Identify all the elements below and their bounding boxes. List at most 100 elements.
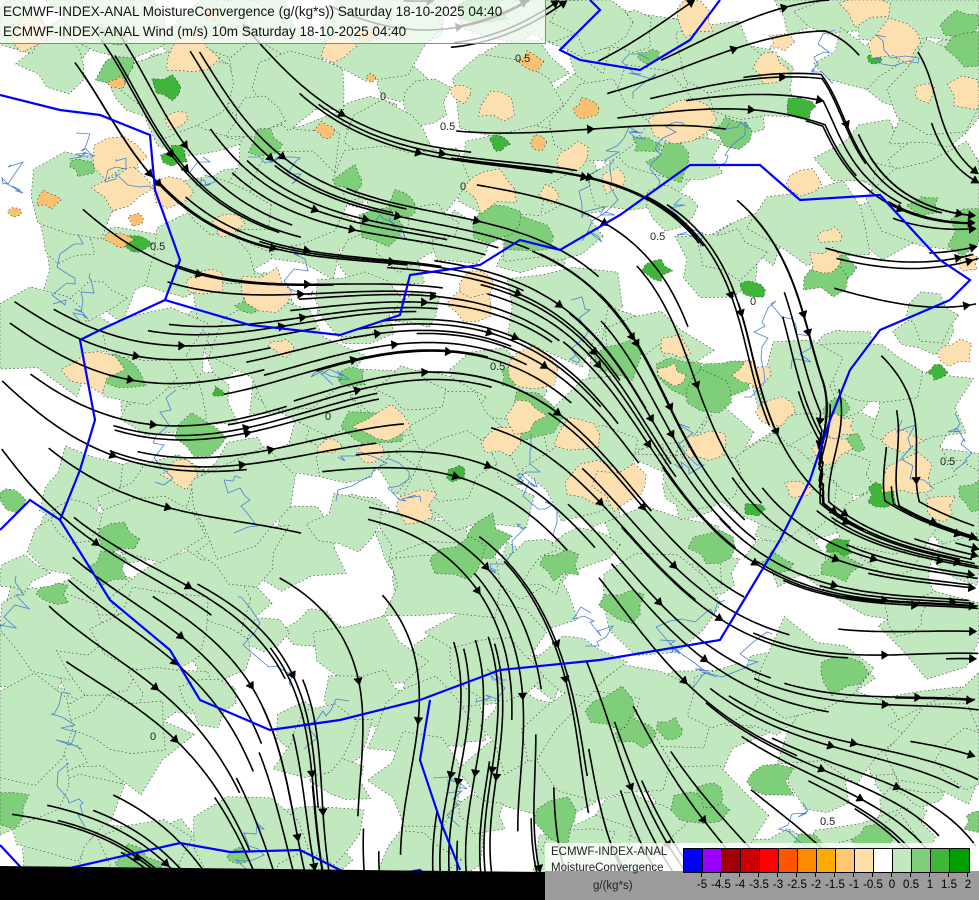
legend-tick-label: -4 xyxy=(734,879,746,891)
river xyxy=(0,575,31,629)
wind-arrowhead xyxy=(637,502,647,511)
negative-convergence-area xyxy=(6,207,23,218)
positive-convergence-area xyxy=(958,479,979,513)
wind-arrowhead xyxy=(303,279,312,289)
negative-convergence-area xyxy=(601,167,626,195)
contour-label: 0.5 xyxy=(490,361,505,373)
streamline xyxy=(660,0,830,62)
title-moisture-convergence: ECMWF-INDEX-ANAL MoistureConvergence (g/… xyxy=(3,4,503,19)
wind-arrowhead xyxy=(778,72,788,82)
positive-convergence-area xyxy=(656,716,683,741)
streamline xyxy=(868,572,976,590)
negative-convergence-area xyxy=(506,399,548,436)
country-border xyxy=(58,298,951,732)
streamline xyxy=(784,682,976,701)
positive-convergence-area xyxy=(69,158,96,177)
wind-arrowhead xyxy=(539,360,549,369)
wind-arrowhead xyxy=(337,108,347,117)
river xyxy=(1,161,25,194)
legend-swatch xyxy=(950,849,969,872)
river xyxy=(68,132,96,160)
legend-tick-label: 0.5 xyxy=(903,879,919,891)
streamline xyxy=(489,643,504,894)
streamline xyxy=(819,584,975,605)
positive-convergence-area xyxy=(429,535,486,581)
streamline xyxy=(845,543,975,576)
wind-arrowhead xyxy=(815,417,825,426)
positive-convergence-area xyxy=(402,78,452,127)
wind-arrowhead xyxy=(668,560,678,570)
negative-convergence-area xyxy=(838,0,891,28)
river xyxy=(72,272,95,324)
positive-convergence-area xyxy=(305,492,381,553)
wind-arrowhead xyxy=(631,338,640,348)
river xyxy=(621,53,657,99)
positive-convergence-area xyxy=(944,31,979,68)
wind-arrowhead xyxy=(446,770,456,780)
negative-convergence-area xyxy=(947,75,979,111)
wind-arrowhead xyxy=(353,386,363,396)
positive-convergence-area xyxy=(675,20,768,94)
positive-convergence-area xyxy=(631,136,663,153)
legend-tick xyxy=(834,872,835,877)
streamline xyxy=(825,247,974,263)
river xyxy=(649,121,685,189)
negative-convergence-area xyxy=(881,428,925,454)
wind-arrowhead xyxy=(643,439,652,449)
legend-tick-label: -0.5 xyxy=(863,879,883,891)
positive-convergence-area xyxy=(637,48,660,65)
negative-convergence-area xyxy=(356,442,385,464)
color-legend: ECMWF-INDEX-ANAL MoistureConvergence g/(… xyxy=(545,843,979,900)
wind-arrowhead xyxy=(420,297,429,307)
wind-arrowhead xyxy=(483,460,493,470)
streamline xyxy=(836,257,979,270)
legend-tick-label: -3.5 xyxy=(749,879,769,891)
wind-arrowhead xyxy=(163,502,173,512)
negative-convergence-area xyxy=(573,96,600,120)
streamline xyxy=(483,636,499,893)
streamline xyxy=(914,537,979,557)
river xyxy=(669,197,704,248)
positive-convergence-area xyxy=(472,203,522,244)
wind-arrowhead xyxy=(492,772,502,782)
wind-arrowhead xyxy=(965,695,975,705)
streamline xyxy=(597,0,695,62)
streamline xyxy=(831,516,979,568)
positive-convergence-area xyxy=(755,616,875,719)
wind-arrowhead xyxy=(245,681,254,690)
wind-arrowhead xyxy=(849,738,859,748)
wind-arrowhead xyxy=(414,147,423,157)
legend-tick xyxy=(929,872,930,877)
legend-tick-label: -1 xyxy=(848,879,860,891)
wind-arrowhead xyxy=(725,290,735,300)
wind-arrowhead xyxy=(955,208,964,218)
legend-tick xyxy=(739,872,740,877)
river xyxy=(283,244,314,297)
wind-arrowhead xyxy=(551,639,561,649)
wind-arrowhead xyxy=(348,224,357,234)
strong-convergence-area xyxy=(786,97,817,122)
wind-arrowhead xyxy=(126,374,135,384)
positive-convergence-area xyxy=(98,521,140,553)
negative-convergence-area xyxy=(164,110,189,131)
contour-label: 0.5 xyxy=(440,121,455,133)
positive-convergence-area xyxy=(89,586,209,676)
wind-arrowhead xyxy=(881,650,890,660)
wind-arrowhead xyxy=(175,631,185,640)
positive-convergence-area xyxy=(614,717,657,749)
wind-arrowhead xyxy=(485,327,494,337)
legend-model: ECMWF-INDEX-ANAL xyxy=(551,846,668,858)
contour-label: 0 xyxy=(750,296,756,308)
legend-tick-label: -3 xyxy=(772,879,784,891)
negative-convergence-area xyxy=(914,83,935,104)
positive-convergence-area xyxy=(865,140,979,252)
wind-arrowhead xyxy=(444,346,453,357)
streamline xyxy=(929,245,977,254)
streamline xyxy=(838,628,977,633)
river xyxy=(310,368,351,386)
strong-convergence-area xyxy=(739,280,766,298)
river xyxy=(50,691,83,750)
wind-arrowhead xyxy=(966,749,976,759)
positive-convergence-area xyxy=(963,810,979,833)
wind-arrowhead xyxy=(150,682,160,691)
